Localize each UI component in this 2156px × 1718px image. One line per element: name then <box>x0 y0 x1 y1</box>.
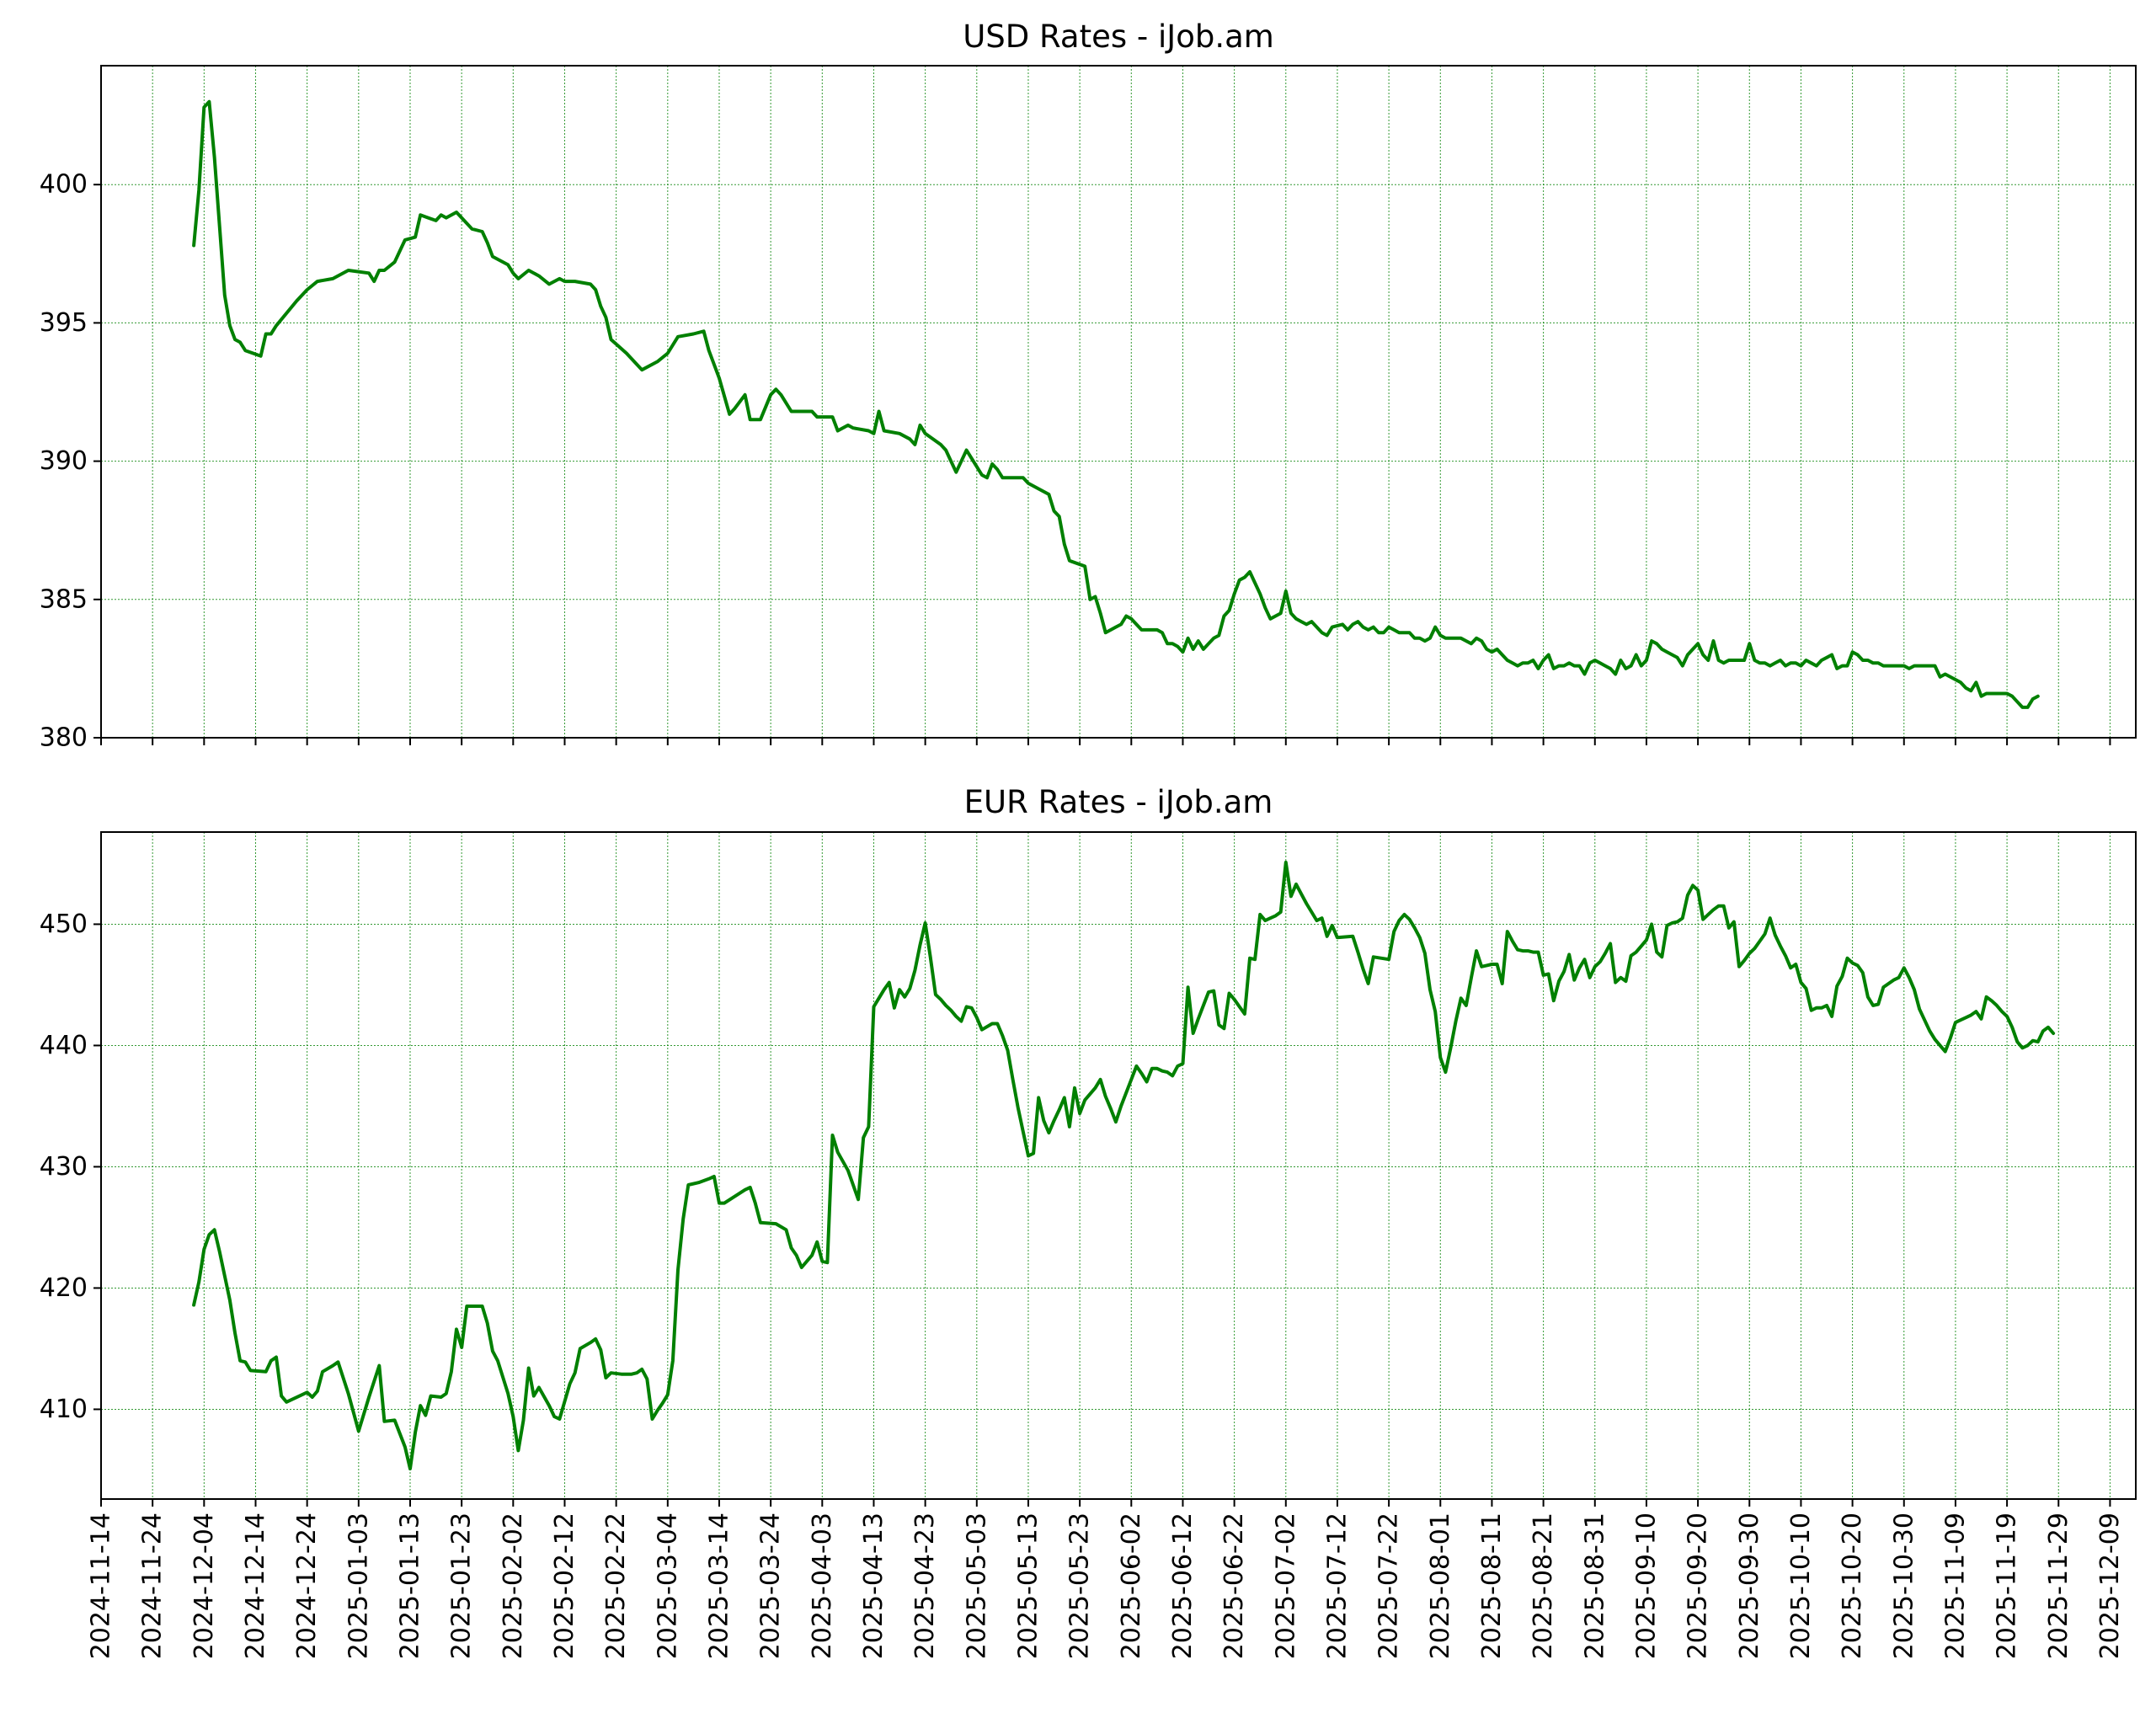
eur-y-tick-label: 440 <box>40 1031 88 1060</box>
eur-x-tick-label: 2024-12-14 <box>241 1513 270 1659</box>
eur-series <box>192 861 2056 1470</box>
eur-x-tick-label: 2024-11-24 <box>138 1513 168 1659</box>
usd-axis-ticks: 380 385 390 395 400 <box>40 170 2111 753</box>
eur-y-tick-label: 420 <box>40 1273 88 1303</box>
eur-x-tick-label: 2025-01-23 <box>447 1513 477 1659</box>
eur-x-tick-label: 2025-07-02 <box>1271 1513 1300 1659</box>
eur-x-tick-label: 2025-05-03 <box>962 1513 991 1659</box>
eur-plot-frame <box>100 831 2137 1500</box>
usd-series <box>192 99 2040 709</box>
eur-grid <box>100 832 2136 1499</box>
usd-y-tick-label: 390 <box>40 446 88 476</box>
usd-y-tick-label: 380 <box>40 723 88 753</box>
eur-x-tick-label: 2025-06-22 <box>1219 1513 1249 1659</box>
eur-x-tick-label: 2025-09-30 <box>1735 1513 1764 1659</box>
eur-x-tick-label: 2025-07-22 <box>1374 1513 1404 1659</box>
usd-y-tick-label: 385 <box>40 584 88 614</box>
eur-x-tick-label: 2025-10-10 <box>1786 1513 1816 1659</box>
eur-x-tick-label: 2025-10-30 <box>1889 1513 1919 1659</box>
eur-x-tick-label: 2024-12-24 <box>292 1513 322 1659</box>
usd-y-tick-label: 395 <box>40 308 88 338</box>
eur-x-tick-label: 2025-03-04 <box>653 1513 682 1659</box>
eur-x-tick-label: 2025-01-13 <box>395 1513 424 1659</box>
eur-x-tick-label: 2025-06-12 <box>1168 1513 1198 1659</box>
eur-x-tick-label: 2025-12-09 <box>2095 1513 2125 1659</box>
eur-rates-panel: EUR Rates - iJob.am 2024-11-14 2024-11-24… <box>40 784 2137 1659</box>
eur-x-tick-label: 2025-01-03 <box>344 1513 373 1659</box>
eur-x-tick-label: 2025-02-22 <box>601 1513 631 1659</box>
eur-x-tick-label: 2025-02-02 <box>499 1513 528 1659</box>
eur-x-tick-label: 2025-11-19 <box>1993 1513 2022 1659</box>
eur-y-tick-label: 430 <box>40 1152 88 1182</box>
usd-rate-line <box>192 99 2040 709</box>
eur-x-tick-label: 2025-08-01 <box>1426 1513 1455 1659</box>
eur-x-tick-label: 2025-04-23 <box>910 1513 940 1659</box>
eur-y-tick-label: 410 <box>40 1395 88 1424</box>
eur-x-tick-label: 2025-06-02 <box>1117 1513 1146 1659</box>
usd-plot-frame <box>100 65 2137 739</box>
eur-y-tick-label: 450 <box>40 910 88 939</box>
usd-rates-panel: USD Rates - iJob.am 380 385 390 395 400 <box>40 19 2137 753</box>
eur-axis-ticks: 2024-11-14 2024-11-24 2024-12-04 2024-12-14… <box>40 910 2125 1659</box>
eur-x-tick-label: 2025-04-13 <box>859 1513 889 1659</box>
eur-x-tick-label: 2025-10-20 <box>1838 1513 1867 1659</box>
eur-x-tick-label: 2025-07-12 <box>1322 1513 1352 1659</box>
eur-x-tick-label: 2025-11-29 <box>2044 1513 2073 1659</box>
eur-x-tick-label: 2025-08-31 <box>1580 1513 1609 1659</box>
eur-x-tick-label: 2024-12-04 <box>189 1513 219 1659</box>
eur-x-tick-label: 2025-03-24 <box>756 1513 786 1659</box>
eur-x-tick-label: 2025-04-03 <box>808 1513 837 1659</box>
usd-y-tick-label: 400 <box>40 170 88 200</box>
usd-chart-title: USD Rates - iJob.am <box>963 19 1274 55</box>
eur-x-tick-label: 2025-03-14 <box>704 1513 734 1659</box>
eur-x-tick-label: 2025-09-20 <box>1684 1513 1713 1659</box>
eur-x-tick-label: 2025-09-10 <box>1631 1513 1661 1659</box>
eur-chart-title: EUR Rates - iJob.am <box>964 784 1273 820</box>
eur-x-tick-label: 2025-05-23 <box>1065 1513 1095 1659</box>
eur-x-tick-label: 2025-08-11 <box>1477 1513 1507 1659</box>
eur-rate-line <box>192 861 2056 1470</box>
eur-x-tick-label: 2025-08-21 <box>1529 1513 1558 1659</box>
eur-x-tick-label: 2025-02-12 <box>550 1513 579 1659</box>
eur-x-tick-label: 2025-11-09 <box>1940 1513 1970 1659</box>
eur-x-tick-label: 2024-11-14 <box>87 1513 116 1659</box>
eur-x-tick-label: 2025-05-13 <box>1013 1513 1043 1659</box>
